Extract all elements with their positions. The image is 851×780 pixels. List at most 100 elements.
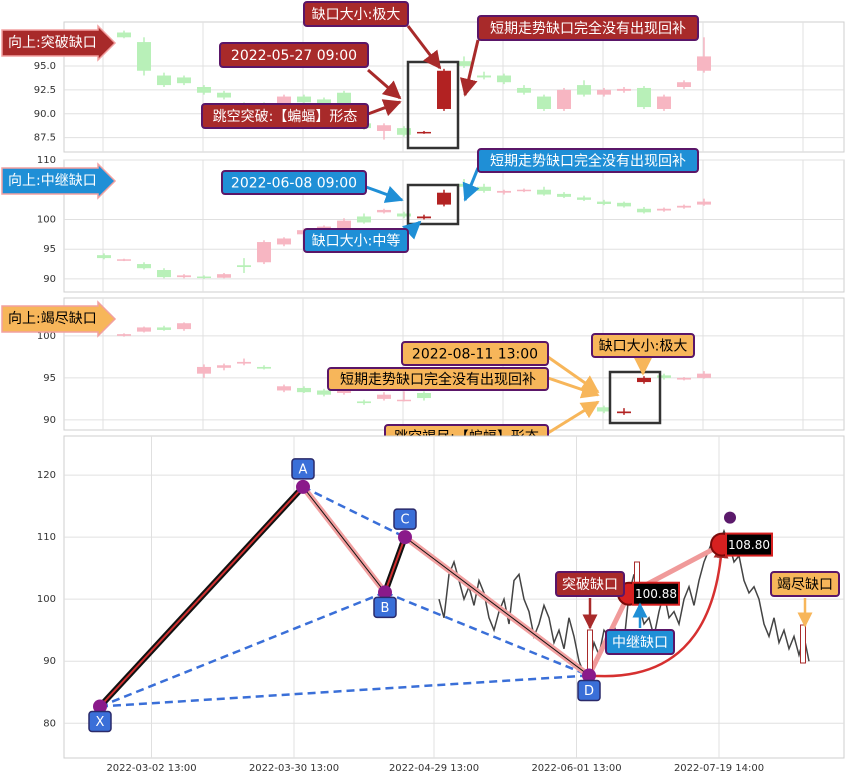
pattern-label: X bbox=[96, 715, 105, 730]
banner-text: 向上:中继缺口 bbox=[8, 173, 97, 189]
annotation-text: 缺口大小:极大 bbox=[599, 339, 688, 355]
candle-body bbox=[677, 377, 691, 380]
annotation-box bbox=[591, 333, 695, 358]
candle-body bbox=[517, 189, 531, 192]
x-tick-label: 2022-03-02 13:00 bbox=[106, 763, 196, 774]
y-tick-label: 90 bbox=[43, 415, 56, 426]
candle-body bbox=[177, 323, 191, 330]
pattern-point bbox=[582, 668, 596, 683]
panel bbox=[63, 435, 845, 759]
candle-body bbox=[517, 87, 531, 93]
annotation-arrow bbox=[547, 400, 600, 435]
x-tick-label: 2022-06-01 13:00 bbox=[531, 763, 621, 774]
y-tick-label: 80 bbox=[43, 718, 56, 729]
y-tick-label: 95 bbox=[43, 244, 56, 255]
banner bbox=[1, 24, 117, 62]
candle-body bbox=[257, 242, 271, 263]
candle-body bbox=[137, 42, 151, 71]
y-tick-label: 95.0 bbox=[34, 61, 56, 72]
annotation-text: 2022-05-27 09:00 bbox=[231, 48, 357, 64]
candle-body bbox=[317, 390, 331, 395]
candle-body bbox=[597, 89, 611, 95]
candle-body bbox=[157, 327, 171, 330]
gap-label: 中继缺口 bbox=[612, 635, 668, 651]
candle-body bbox=[377, 209, 391, 213]
candle-body bbox=[637, 377, 651, 383]
candle-body bbox=[97, 255, 111, 259]
candle-body bbox=[277, 386, 291, 391]
candle-body bbox=[157, 75, 171, 86]
candle-body bbox=[637, 87, 651, 108]
candle-body bbox=[177, 275, 191, 278]
gap-highlight-box bbox=[406, 183, 460, 226]
annotation-box bbox=[477, 15, 699, 41]
callout-box bbox=[632, 581, 680, 606]
candle-body bbox=[237, 361, 251, 364]
top-dot bbox=[724, 511, 736, 524]
candle-body bbox=[197, 87, 211, 93]
candle-body bbox=[137, 327, 151, 332]
candle-body bbox=[577, 85, 591, 95]
annotation-box bbox=[327, 367, 549, 391]
candle-body bbox=[657, 208, 671, 211]
y-tick-label: 90.0 bbox=[34, 109, 56, 120]
annotation-box bbox=[401, 341, 549, 366]
candle-body bbox=[577, 197, 591, 200]
pattern-label-box bbox=[393, 508, 417, 530]
candle-body bbox=[437, 192, 451, 205]
pattern-dashed bbox=[384, 591, 590, 677]
annotation-text: 短期走势缺口完全没有出现回补 bbox=[340, 371, 536, 388]
candle-body bbox=[257, 366, 271, 369]
gap-label-box bbox=[605, 629, 675, 655]
pattern-label: C bbox=[400, 513, 409, 528]
y-tick-label: 100 bbox=[37, 594, 56, 605]
pattern-leg-inner bbox=[384, 536, 406, 593]
annotation-text: 缺口大小:极大 bbox=[312, 7, 401, 23]
y-tick-label: 100 bbox=[37, 214, 56, 225]
candle-body bbox=[697, 201, 711, 205]
candle-body bbox=[337, 220, 351, 232]
gap-label-box bbox=[770, 571, 840, 597]
annotation-text: 短期走势缺口完全没有出现回补 bbox=[490, 20, 686, 37]
pattern-label-box bbox=[373, 596, 397, 619]
candle-body bbox=[677, 82, 691, 87]
annotation-arrow bbox=[462, 167, 480, 202]
annotation-arrow bbox=[459, 39, 480, 97]
pattern-leg-inner bbox=[302, 486, 386, 593]
x-tick-label: 2022-03-30 13:00 bbox=[249, 763, 339, 774]
candle-body bbox=[537, 96, 551, 109]
candle-body bbox=[197, 276, 211, 279]
y-tick-label: 90 bbox=[43, 656, 56, 667]
candle-body bbox=[397, 213, 411, 217]
annotation-box bbox=[303, 228, 409, 253]
gap-marker bbox=[587, 629, 593, 671]
candle-body bbox=[357, 401, 371, 404]
pattern-label-box bbox=[577, 679, 601, 702]
candle-body bbox=[277, 238, 291, 245]
candle-body bbox=[557, 89, 571, 109]
callout-box bbox=[725, 532, 773, 557]
candle-body bbox=[117, 32, 131, 38]
candle-body bbox=[117, 259, 131, 261]
pattern-dashed bbox=[302, 485, 406, 539]
annotation-text: 短期走势缺口完全没有出现回补 bbox=[490, 153, 686, 170]
candle-body bbox=[137, 264, 151, 269]
candle-body bbox=[557, 193, 571, 197]
pattern-point bbox=[296, 479, 310, 494]
candle-body bbox=[377, 394, 391, 399]
annotation-text: 跳空突破:【蝙蝠】形态 bbox=[213, 109, 358, 125]
pattern-dashed bbox=[99, 674, 590, 708]
annotation-box bbox=[219, 42, 369, 68]
candle-body bbox=[497, 75, 511, 83]
annotation-box bbox=[477, 148, 699, 173]
candle-body bbox=[497, 190, 511, 193]
candle-body bbox=[297, 387, 311, 393]
candle-body bbox=[437, 70, 451, 109]
pattern-leg-inner bbox=[99, 486, 304, 708]
annotation-arrow bbox=[367, 99, 402, 117]
annotation-arrow bbox=[406, 25, 442, 70]
candle-body bbox=[217, 92, 231, 98]
pattern-point bbox=[378, 585, 392, 600]
candle-body bbox=[217, 365, 231, 368]
